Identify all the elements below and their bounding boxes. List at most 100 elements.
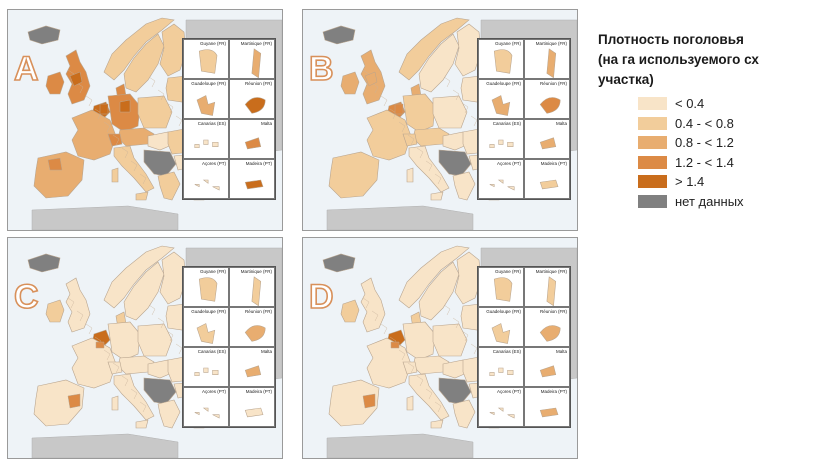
inset-label: Martinique (FR) (535, 41, 567, 46)
inset-acores: Açores (PT) (478, 159, 524, 199)
inset-reunion: Réunion (FR) (524, 79, 570, 119)
region-uk (65, 277, 91, 333)
region-sicily (430, 191, 444, 201)
region-iceland (322, 253, 356, 273)
region-border (407, 362, 415, 374)
inset-guadeloupe: Guadeloupe (FR) (183, 79, 229, 119)
region-border (166, 330, 174, 342)
inset-region (546, 48, 557, 78)
inset-region (489, 407, 515, 419)
inset-canarias: Canarias (ES) (183, 347, 229, 387)
region-border (148, 76, 156, 88)
inset-label: Guyane (FR) (494, 41, 521, 46)
inset-shape-guadeloupe (196, 323, 216, 344)
inset-region (196, 95, 216, 116)
region-border (85, 95, 93, 107)
inset-martinique: Martinique (FR) (229, 39, 275, 79)
region-border (103, 349, 111, 361)
inset-region (244, 407, 264, 418)
inset-malta: Malta (524, 119, 570, 159)
map-panel-a: A Guyane (FR) Martinique (FR) Guadeloupe (… (7, 9, 283, 231)
legend-label: > 1.4 (675, 174, 705, 190)
region-border (103, 121, 111, 133)
inset-label: Guyane (FR) (494, 269, 521, 274)
region-border (130, 388, 138, 400)
inset-label: Martinique (FR) (535, 269, 567, 274)
inset-region (244, 179, 264, 190)
inset-region (194, 367, 219, 377)
region-border (380, 95, 388, 107)
inset-region (489, 179, 515, 191)
inset-shape-guyane (198, 49, 218, 74)
region-accent (394, 103, 404, 115)
region-italy (408, 145, 450, 193)
region-border (425, 388, 433, 400)
inset-region (539, 407, 559, 418)
inset-grid-c: Guyane (FR) Martinique (FR) Guadeloupe (FR… (182, 266, 276, 428)
inset-martinique: Martinique (FR) (229, 267, 275, 307)
region-greece (452, 399, 476, 429)
region-accent (362, 393, 376, 409)
inset-shape-madeira (244, 407, 264, 418)
region-sicily (135, 191, 149, 201)
region-ireland (340, 299, 360, 323)
inset-shape-acores (194, 407, 220, 419)
region-italy (113, 145, 155, 193)
inset-grid-a: Guyane (FR) Martinique (FR) Guadeloupe (FR… (182, 38, 276, 200)
region-sweden (418, 261, 460, 321)
region-border (461, 102, 469, 114)
inset-shape-guadeloupe (491, 323, 511, 344)
region-norway (398, 245, 470, 309)
inset-label: Açores (PT) (496, 161, 521, 166)
region-accent (364, 71, 378, 87)
region-iceland (27, 253, 61, 273)
region-sicily (430, 419, 444, 429)
region-border (371, 310, 379, 322)
inset-shape-guyane (493, 277, 513, 302)
region-accent (390, 341, 400, 349)
region-alps (107, 361, 123, 375)
region-finland (159, 23, 187, 77)
region-norway (103, 245, 175, 309)
inset-reunion: Réunion (FR) (229, 307, 275, 347)
region-finland (159, 251, 187, 305)
legend-label: < 0.4 (675, 96, 705, 112)
inset-shape-martinique (251, 48, 262, 78)
region-norway (103, 17, 175, 81)
inset-madeira: Madeira (PT) (524, 387, 570, 427)
region-accent (95, 341, 105, 349)
legend-swatch (638, 97, 667, 111)
map-legend: Плотность поголовья (на га используемого… (598, 30, 813, 211)
inset-reunion: Réunion (FR) (524, 307, 570, 347)
legend-item: нет данных (638, 192, 813, 212)
region-border (148, 304, 156, 316)
inset-shape-guadeloupe (196, 95, 216, 116)
inset-guadeloupe: Guadeloupe (FR) (478, 79, 524, 119)
non-eu-land-africa (326, 433, 474, 458)
inset-shape-malta (539, 365, 557, 378)
inset-canarias: Canarias (ES) (478, 119, 524, 159)
region-border (398, 121, 406, 133)
region-hungary (147, 131, 175, 151)
region-greece (157, 399, 181, 429)
region-iceland (322, 25, 356, 45)
inset-shape-reunion (539, 325, 561, 342)
inset-canarias: Canarias (ES) (478, 347, 524, 387)
region-border (434, 173, 442, 185)
inset-region (493, 277, 513, 302)
region-poland (432, 323, 468, 357)
inset-guyane: Guyane (FR) (183, 267, 229, 307)
inset-label: Guyane (FR) (199, 269, 226, 274)
region-border (76, 310, 84, 322)
region-border (157, 89, 165, 101)
inset-label: Madeira (PT) (540, 389, 567, 394)
inset-region (489, 139, 514, 149)
legend-item: < 0.4 (638, 94, 813, 114)
region-accent (67, 393, 81, 409)
inset-label: Madeira (PT) (245, 389, 272, 394)
inset-region (244, 365, 262, 378)
legend-label: нет данных (675, 193, 744, 209)
inset-malta: Malta (229, 119, 275, 159)
map-panel-c: C Guyane (FR) Martinique (FR) Guadeloupe (… (7, 237, 283, 459)
region-iberia (328, 151, 380, 199)
